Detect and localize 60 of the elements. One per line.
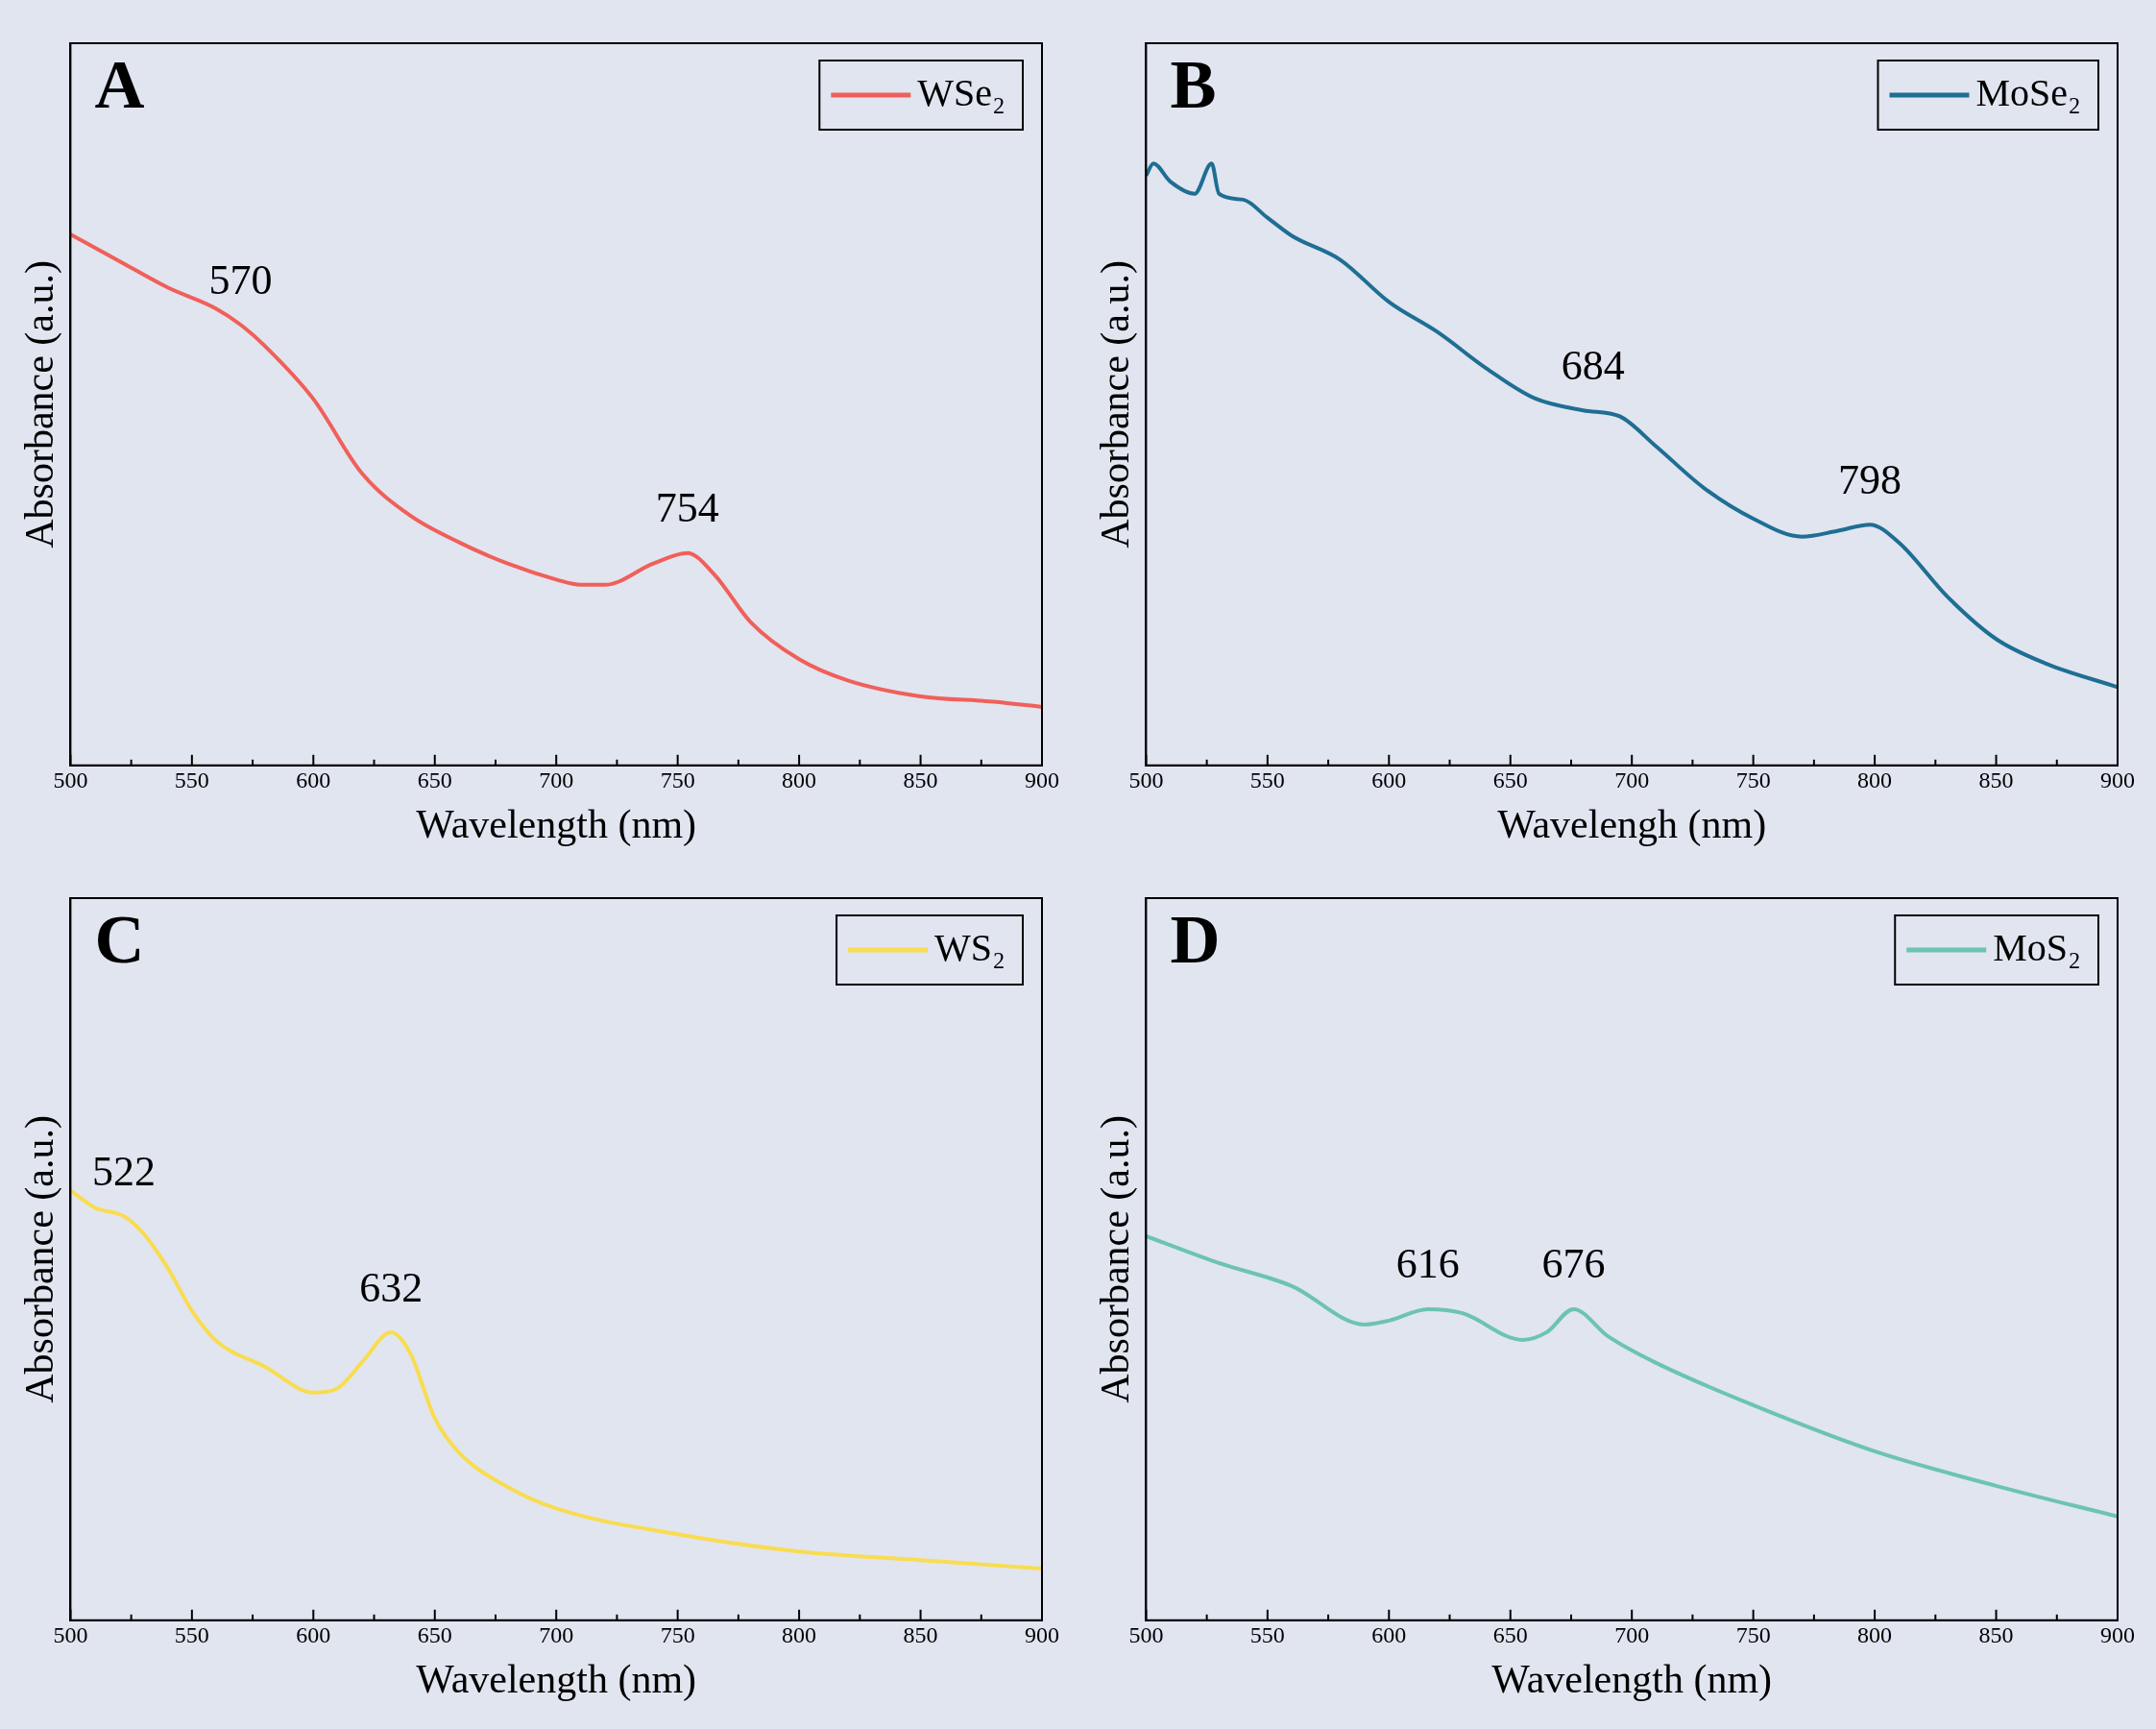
x-tick-label: 550 [174, 767, 209, 793]
x-tick-label: 800 [782, 1622, 817, 1648]
chart-title: C [94, 900, 145, 978]
x-tick-label: 500 [53, 1622, 88, 1648]
x-tick-label: 850 [1978, 767, 2014, 793]
x-tick-label: 700 [539, 767, 574, 793]
x-tick-label: 550 [1249, 1622, 1285, 1648]
x-axis-title: Wavelengh (nm) [1497, 801, 1767, 847]
x-tick-label: 500 [1128, 1622, 1164, 1648]
x-tick-label: 700 [539, 1622, 574, 1648]
x-tick-label: 500 [53, 767, 88, 793]
x-tick-label: 650 [417, 767, 452, 793]
x-axis-title: Wavelength (nm) [416, 1656, 697, 1702]
annotation: 676 [1541, 1240, 1606, 1288]
x-tick-label: 900 [2100, 1622, 2135, 1648]
x-tick-label: 900 [1025, 767, 1059, 793]
legend-label: WS₂ [934, 925, 1006, 969]
x-tick-label: 650 [1492, 767, 1528, 793]
x-tick-label: 750 [1735, 767, 1771, 793]
chart-title: D [1170, 900, 1221, 978]
x-tick-label: 850 [903, 767, 938, 793]
x-tick-label: 600 [296, 767, 331, 793]
chart-title: A [94, 45, 145, 123]
x-tick-label: 750 [1735, 1622, 1771, 1648]
x-tick-label: 650 [1492, 1622, 1528, 1648]
x-tick-label: 900 [2100, 767, 2135, 793]
annotation: 522 [92, 1147, 157, 1195]
annotation: 798 [1838, 455, 1902, 503]
y-axis-title: Absorbance (a.u.) [17, 260, 63, 548]
legend-label: MoSe₂ [1975, 70, 2081, 114]
x-tick-label: 700 [1614, 1622, 1650, 1648]
y-axis-title: Absorbance (a.u.) [1093, 1115, 1139, 1403]
x-tick-label: 550 [1249, 767, 1285, 793]
annotation: 754 [655, 484, 719, 532]
x-tick-label: 500 [1128, 767, 1164, 793]
x-tick-label: 700 [1614, 767, 1650, 793]
x-tick-label: 600 [296, 1622, 331, 1648]
x-tick-label: 750 [660, 767, 695, 793]
chart-title: B [1170, 45, 1217, 123]
x-tick-label: 800 [1857, 1622, 1893, 1648]
x-tick-label: 800 [782, 767, 817, 793]
annotation: 632 [359, 1263, 424, 1311]
annotation: 616 [1395, 1240, 1460, 1288]
y-axis-title: Absorbance (a.u.) [17, 1115, 63, 1403]
x-tick-label: 850 [1978, 1622, 2014, 1648]
x-tick-label: 600 [1371, 767, 1407, 793]
x-tick-label: 600 [1371, 1622, 1407, 1648]
legend-label: WSe₂ [917, 70, 1005, 114]
x-tick-label: 850 [903, 1622, 938, 1648]
x-axis-title: Wavelength (nm) [416, 801, 697, 847]
x-tick-label: 750 [660, 1622, 695, 1648]
legend-label: MoS₂ [1993, 925, 2082, 969]
x-tick-label: 550 [174, 1622, 209, 1648]
x-tick-label: 900 [1025, 1622, 1059, 1648]
annotation: 570 [208, 256, 273, 304]
y-axis-title: Absorbance (a.u.) [1093, 260, 1139, 548]
x-tick-label: 800 [1857, 767, 1893, 793]
annotation: 684 [1561, 341, 1625, 389]
x-tick-label: 650 [417, 1622, 452, 1648]
x-axis-title: Wavelength (nm) [1491, 1656, 1773, 1702]
